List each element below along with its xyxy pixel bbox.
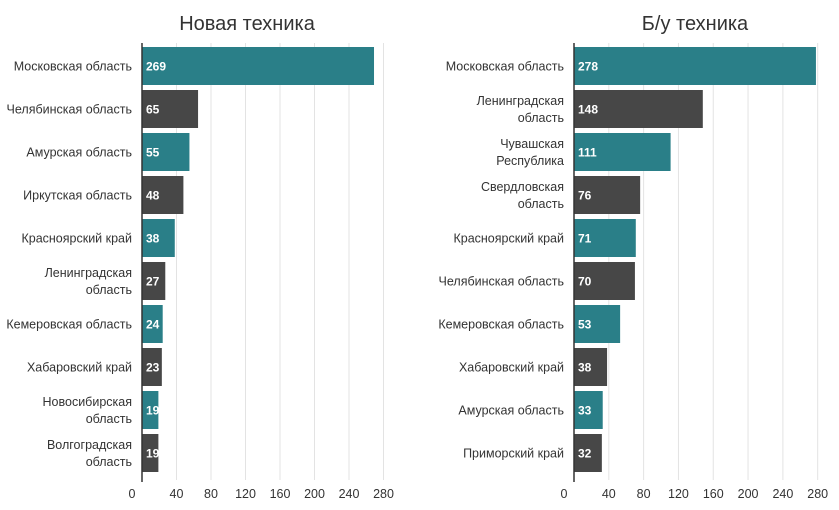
data-label: 55: [146, 146, 160, 160]
category-label: Красноярский край: [453, 232, 564, 246]
x-tick-label: 120: [235, 487, 256, 501]
x-tick-label: 240: [339, 487, 360, 501]
x-tick-label: 160: [270, 487, 291, 501]
x-tick-label: 280: [373, 487, 394, 501]
category-label: Хабаровский край: [459, 361, 564, 375]
gridlines: [176, 43, 384, 480]
category-label: Кемеровская область: [438, 318, 564, 332]
data-label: 27: [146, 275, 160, 289]
x-tick-label: 0: [561, 487, 568, 501]
category-label: Новосибирская: [43, 395, 132, 409]
data-label: 19: [146, 404, 160, 418]
bars: 278 148 111 76 71 70 53 38 33 32: [574, 47, 816, 472]
category-label: Амурская область: [26, 146, 132, 160]
bars: 269 65 55 48 38 27 24 23 19 19: [142, 47, 375, 472]
x-tick-label: 280: [807, 487, 828, 501]
chart-title: Б/у техника: [642, 13, 749, 35]
category-label: область: [518, 197, 564, 211]
bar: [574, 133, 671, 171]
x-tick-label: 40: [602, 487, 616, 501]
data-label: 278: [578, 60, 598, 74]
bar: [142, 219, 175, 257]
x-tick-label: 80: [637, 487, 651, 501]
bar: [574, 219, 636, 257]
x-tick-label: 240: [772, 487, 793, 501]
x-tick-label: 0: [129, 487, 136, 501]
bar: [142, 391, 159, 429]
bar: [574, 262, 635, 300]
bar: [574, 47, 816, 85]
bar: [142, 434, 159, 472]
bar: [574, 391, 603, 429]
data-label: 24: [146, 318, 160, 332]
data-label: 33: [578, 404, 592, 418]
data-label: 38: [578, 361, 592, 375]
bar: [142, 262, 166, 300]
data-label: 65: [146, 103, 160, 117]
category-label: область: [86, 412, 132, 426]
category-label: Московская область: [14, 60, 132, 74]
category-label: Красноярский край: [21, 232, 132, 246]
data-label: 71: [578, 232, 592, 246]
x-tick-label: 120: [668, 487, 689, 501]
chart-new-equipment: Новая техника 269 65 55 48 38 27 24 23 19 19 Москов…: [6, 13, 394, 501]
bar: [142, 348, 162, 386]
data-label: 32: [578, 447, 592, 461]
data-label: 269: [146, 60, 166, 74]
category-label: Челябинская область: [439, 275, 564, 289]
bar: [142, 176, 184, 214]
category-label: Республика: [496, 154, 564, 168]
category-label: Московская область: [446, 60, 564, 74]
x-tick-label: 160: [703, 487, 724, 501]
category-label: Иркутская область: [23, 189, 132, 203]
data-label: 48: [146, 189, 160, 203]
category-label: Кемеровская область: [6, 318, 132, 332]
category-label: Волгоградская: [47, 438, 132, 452]
chart-title: Новая техника: [179, 13, 316, 35]
category-label: Челябинская область: [7, 103, 132, 117]
bar: [574, 176, 641, 214]
data-label: 38: [146, 232, 160, 246]
category-label: Хабаровский край: [27, 361, 132, 375]
category-label: Амурская область: [458, 404, 564, 418]
bar-chart-used-equipment: Б/у техника 278 148 111 76 71 70 53 38 33 32 Москов…: [438, 13, 828, 501]
category-label: Приморский край: [463, 447, 564, 461]
chart-used-equipment: Б/у техника 278 148 111 76 71 70 53 38 33 32 Москов…: [420, 0, 839, 510]
data-label: 76: [578, 189, 592, 203]
data-label: 19: [146, 447, 160, 461]
category-label: Ленинградская: [45, 266, 132, 280]
category-label: область: [86, 455, 132, 469]
x-tick-label: 80: [204, 487, 218, 501]
data-label: 70: [578, 275, 592, 289]
data-label: 53: [578, 318, 592, 332]
data-label: 111: [578, 146, 597, 160]
bar: [142, 90, 199, 128]
data-label: 148: [578, 103, 598, 117]
data-label: 23: [146, 361, 160, 375]
category-label: Чувашская: [500, 137, 564, 151]
category-label: Свердловская: [481, 180, 564, 194]
bar: [574, 434, 602, 472]
bar: [142, 47, 375, 85]
category-label: область: [518, 111, 564, 125]
bar-chart-new-equipment: Новая техника 269 65 55 48 38 27 24 23 19 19 Москов…: [6, 13, 394, 501]
bar: [574, 305, 621, 343]
x-tick-label: 40: [170, 487, 184, 501]
category-label: Ленинградская: [477, 94, 564, 108]
bar: [574, 348, 608, 386]
bar: [142, 305, 163, 343]
bar: [142, 133, 190, 171]
x-tick-label: 200: [738, 487, 759, 501]
x-tick-label: 200: [304, 487, 325, 501]
category-label: область: [86, 283, 132, 297]
bar: [574, 90, 703, 128]
